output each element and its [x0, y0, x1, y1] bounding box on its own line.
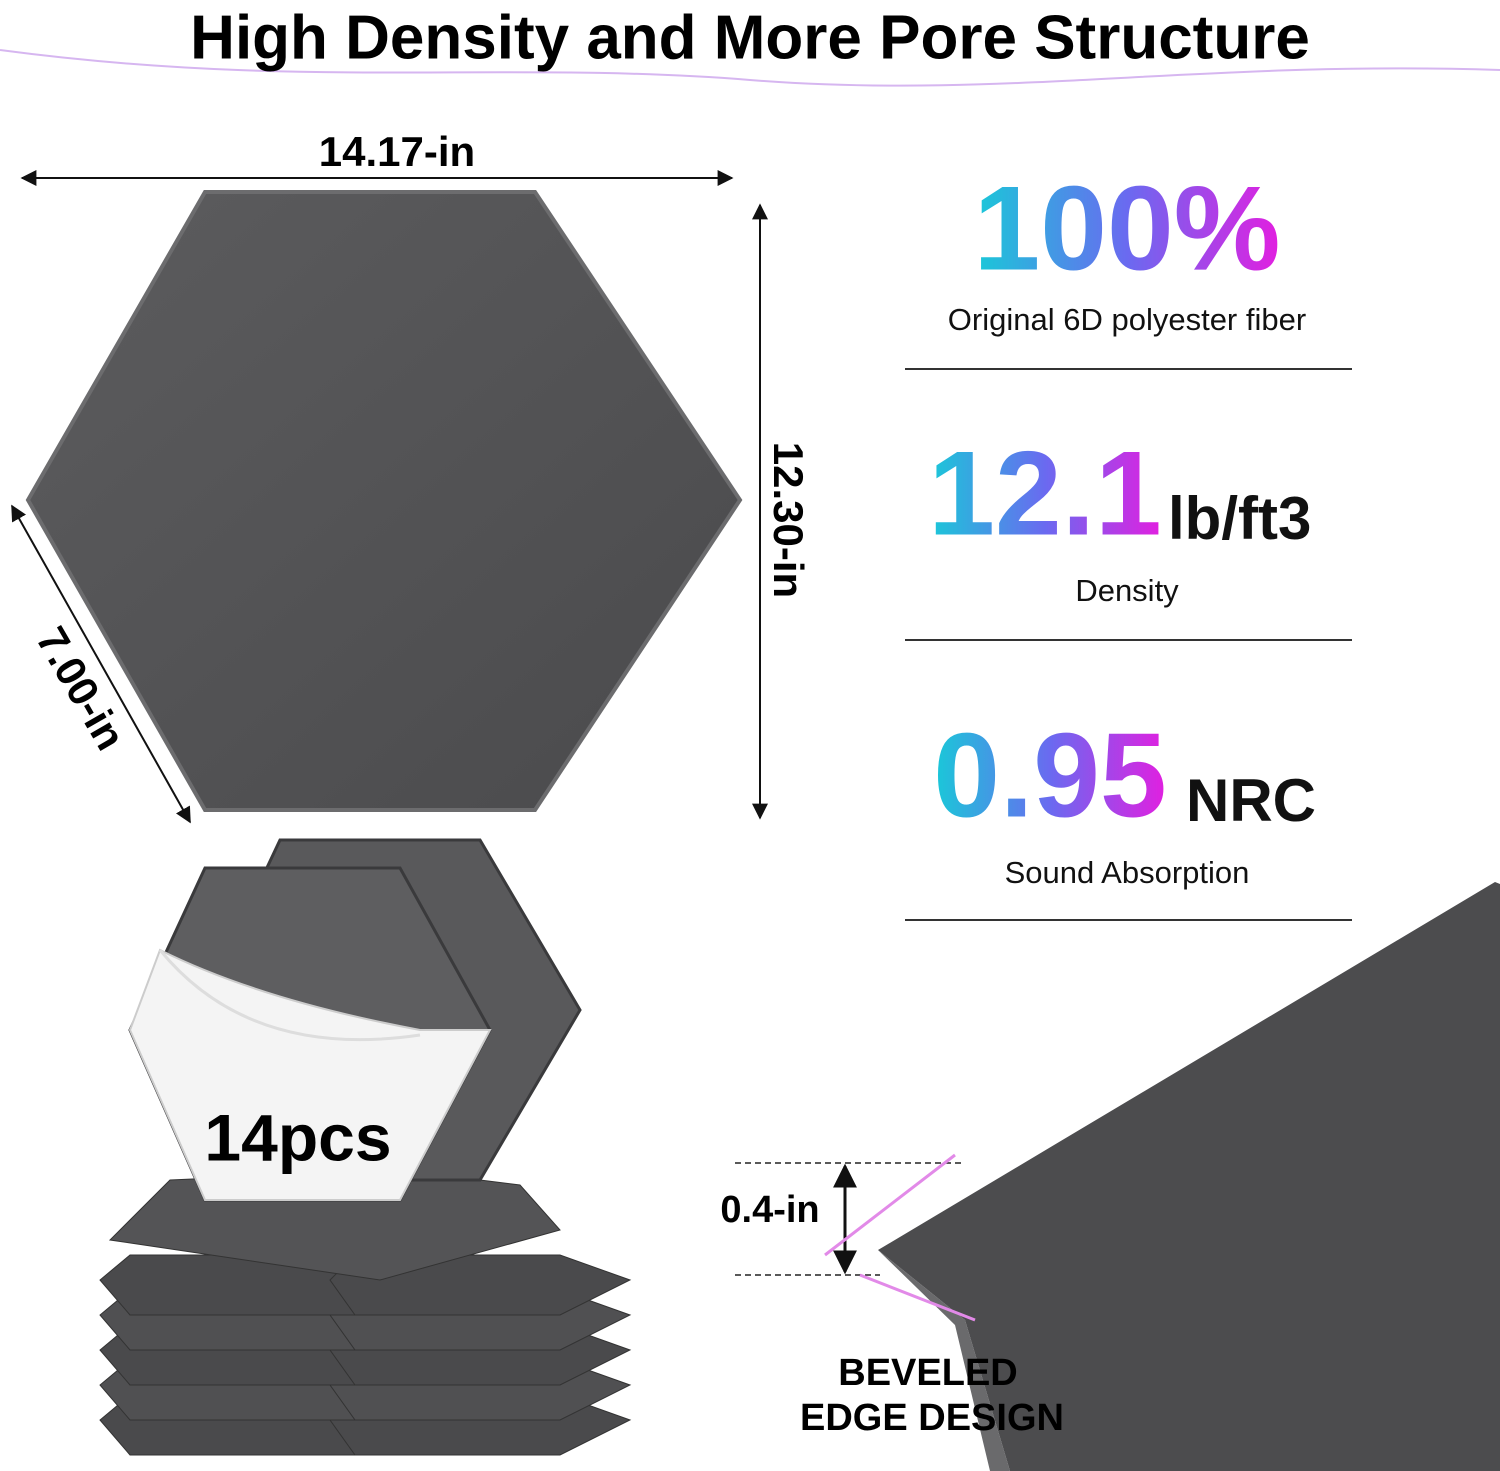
- thickness-label: 0.4-in: [720, 1189, 819, 1231]
- spec-caption: Original 6D polyester fiber: [948, 302, 1306, 337]
- pack-label: 14pcs: [204, 1100, 391, 1174]
- panel-stack: [99, 838, 632, 1456]
- spec-unit: lb/ft3: [1168, 485, 1311, 552]
- hexagon-panel: [25, 190, 743, 812]
- title: High Density and More Pore Structure: [190, 3, 1310, 72]
- edge-label: EDGE DESIGN: [800, 1397, 1064, 1439]
- height-label: 12.30-in: [765, 442, 812, 598]
- side-arrow: [11, 504, 191, 824]
- felt-sheet: [878, 882, 1500, 1471]
- width-label: 14.17-in: [319, 128, 475, 175]
- wave: [0, 49, 1500, 87]
- spec-caption: Sound Absorption: [1005, 855, 1250, 890]
- spec-value: 100%: [974, 162, 1281, 296]
- bevel-edge: [878, 1250, 1010, 1471]
- spec-caption: Density: [1075, 573, 1179, 608]
- edge-label: BEVELED: [838, 1352, 1017, 1394]
- spec-value: 0.95: [933, 709, 1167, 843]
- spec-unit: NRC: [1186, 767, 1316, 834]
- spec-value: 12.1: [928, 427, 1162, 561]
- bevel-highlight: [824, 1153, 976, 1322]
